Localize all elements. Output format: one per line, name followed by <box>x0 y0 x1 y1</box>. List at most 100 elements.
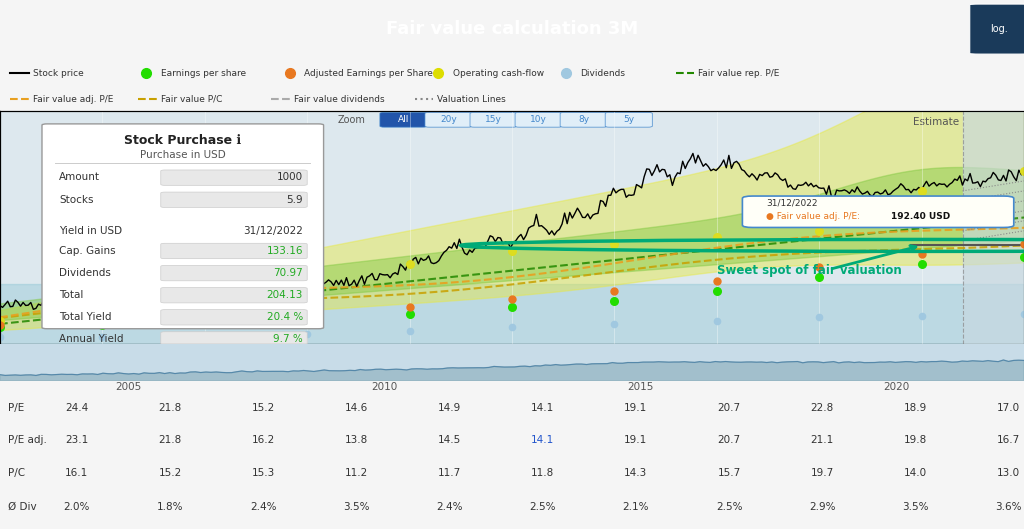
Text: log.: log. <box>990 24 1009 34</box>
Text: Fair value dividends: Fair value dividends <box>294 95 385 104</box>
FancyBboxPatch shape <box>42 124 324 329</box>
FancyBboxPatch shape <box>970 4 1024 54</box>
Text: 13.8: 13.8 <box>345 435 368 445</box>
Text: 19.7: 19.7 <box>811 468 834 478</box>
Text: Dividends: Dividends <box>59 268 112 278</box>
Text: All: All <box>397 115 410 124</box>
Point <box>0 333 8 341</box>
FancyBboxPatch shape <box>161 354 307 369</box>
Text: Valuation Lines: Valuation Lines <box>437 95 506 104</box>
Text: 21.8: 21.8 <box>159 403 181 413</box>
Text: 11.8: 11.8 <box>531 468 554 478</box>
Point <box>0 323 8 332</box>
Point <box>913 250 930 258</box>
Point <box>94 321 111 330</box>
Point <box>299 316 315 325</box>
Text: 70.97: 70.97 <box>273 268 303 278</box>
Text: 16.1: 16.1 <box>66 468 88 478</box>
Text: 2.4%: 2.4% <box>436 502 463 512</box>
Text: P/E: P/E <box>8 403 25 413</box>
Text: Adjusted Earnings per Share: Adjusted Earnings per Share <box>304 68 433 78</box>
Point <box>811 313 827 322</box>
Text: 3.6 %: 3.6 % <box>273 357 303 366</box>
Text: P/C: P/C <box>8 468 26 478</box>
Text: 14.3: 14.3 <box>625 468 647 478</box>
Point <box>606 320 623 328</box>
FancyBboxPatch shape <box>470 113 517 127</box>
Text: 19.1: 19.1 <box>625 403 647 413</box>
Text: 5.9: 5.9 <box>287 195 303 205</box>
Text: 9.7 %: 9.7 % <box>273 334 303 344</box>
Text: Stock Purchase ℹ: Stock Purchase ℹ <box>124 134 242 147</box>
Text: 31/12/2022: 31/12/2022 <box>766 198 817 207</box>
Point <box>606 286 623 295</box>
FancyBboxPatch shape <box>560 113 607 127</box>
Text: 15.7: 15.7 <box>718 468 740 478</box>
Point <box>709 233 725 242</box>
Point <box>94 306 111 315</box>
Text: 11.7: 11.7 <box>438 468 461 478</box>
Point <box>401 260 418 268</box>
Text: Stocks: Stocks <box>59 195 94 205</box>
Text: Fair value adj. P/E: Fair value adj. P/E <box>33 95 113 104</box>
Point <box>299 312 315 320</box>
Text: 14.5: 14.5 <box>438 435 461 445</box>
Text: 14.1: 14.1 <box>531 403 554 413</box>
Text: Annual Yield: Annual Yield <box>59 334 124 344</box>
Text: 1.8%: 1.8% <box>157 502 183 512</box>
Text: 3.5%: 3.5% <box>902 502 929 512</box>
Text: Cap. Gains: Cap. Gains <box>59 246 116 256</box>
Point <box>709 316 725 325</box>
Text: 21.8: 21.8 <box>159 435 181 445</box>
Text: Fair value P/C: Fair value P/C <box>161 95 222 104</box>
Text: 14.6: 14.6 <box>345 403 368 413</box>
Text: Earnings per share: Earnings per share <box>161 68 246 78</box>
Point <box>197 286 213 295</box>
Point <box>504 323 520 332</box>
Text: 192.40 USD: 192.40 USD <box>891 212 950 221</box>
Text: 3.5%: 3.5% <box>343 502 370 512</box>
Point <box>401 309 418 318</box>
Point <box>504 247 520 255</box>
Text: 20.7: 20.7 <box>718 435 740 445</box>
Text: 20y: 20y <box>440 115 457 124</box>
Point <box>1016 253 1024 262</box>
Text: 204.13: 204.13 <box>266 290 303 300</box>
Point <box>401 303 418 312</box>
Point <box>913 260 930 268</box>
Point <box>0 316 8 325</box>
Text: 31/12/2022: 31/12/2022 <box>244 226 303 236</box>
Text: 14.1: 14.1 <box>531 435 554 445</box>
Text: 8y: 8y <box>579 115 589 124</box>
Point <box>0 321 8 330</box>
FancyBboxPatch shape <box>425 113 472 127</box>
Point <box>913 312 930 320</box>
Point <box>197 320 213 328</box>
FancyBboxPatch shape <box>742 196 1014 227</box>
Point <box>197 332 213 340</box>
Text: Total: Total <box>59 290 84 300</box>
Text: YOC: YOC <box>59 357 81 366</box>
Point <box>504 295 520 303</box>
Text: 11.2: 11.2 <box>345 468 368 478</box>
FancyBboxPatch shape <box>515 113 562 127</box>
Point <box>197 314 213 323</box>
Point <box>401 326 418 335</box>
Text: 21.1: 21.1 <box>811 435 834 445</box>
FancyBboxPatch shape <box>605 113 652 127</box>
Text: Fair value rep. P/E: Fair value rep. P/E <box>698 68 779 78</box>
Point <box>299 330 315 338</box>
Point <box>94 332 111 341</box>
Text: 19.1: 19.1 <box>625 435 647 445</box>
Point <box>811 263 827 271</box>
Point <box>606 296 623 305</box>
Text: 15.2: 15.2 <box>252 403 274 413</box>
FancyBboxPatch shape <box>161 309 307 325</box>
Point <box>94 318 111 327</box>
Point <box>1016 167 1024 175</box>
Text: 14.9: 14.9 <box>438 403 461 413</box>
Text: 13.0: 13.0 <box>997 468 1020 478</box>
Point <box>1016 240 1024 248</box>
Text: 15y: 15y <box>485 115 502 124</box>
Text: 24.4: 24.4 <box>66 403 88 413</box>
